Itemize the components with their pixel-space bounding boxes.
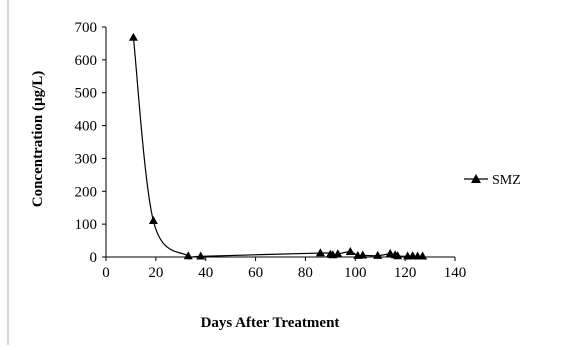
data-point-marker [345, 246, 355, 255]
data-point-marker [183, 251, 193, 260]
data-point-marker [148, 216, 158, 225]
legend: SMZ [464, 173, 521, 188]
y-axis-title: Concentration (µg/L) [30, 71, 46, 208]
data-point-marker [128, 32, 138, 41]
x-tick-labels: 0 20 40 60 80 100 120 140 [102, 265, 466, 281]
data-point-marker [333, 249, 343, 258]
y-tick-label: 600 [75, 53, 98, 69]
data-point-marker [315, 248, 325, 257]
y-tick-label: 700 [75, 20, 98, 36]
y-tick-labels: 0 100 200 300 400 500 600 700 [75, 20, 98, 266]
data-point-marker [196, 251, 206, 260]
y-tick-label: 200 [75, 184, 98, 200]
y-tick-label: 500 [75, 86, 98, 102]
x-tick-label: 60 [248, 265, 263, 281]
y-tick-label: 100 [75, 217, 98, 233]
data-point-marker [385, 248, 395, 257]
data-point-marker [418, 251, 428, 260]
data-point-marker [373, 250, 383, 259]
data-point-marker [393, 251, 403, 260]
data-point-marker [358, 250, 368, 259]
x-tick-label: 120 [394, 265, 417, 281]
y-tick-label: 0 [90, 250, 98, 266]
x-tick-label: 80 [298, 265, 313, 281]
x-tick-label: 0 [102, 265, 110, 281]
y-tick-label: 400 [75, 119, 98, 135]
x-tick-label: 40 [198, 265, 213, 281]
x-tick-label: 100 [344, 265, 367, 281]
series-line-smz [132, 37, 423, 260]
legend-marker-triangle [471, 174, 481, 183]
x-tick-label: 20 [148, 265, 163, 281]
x-tick-label: 140 [444, 265, 467, 281]
y-tick-label: 300 [75, 151, 98, 167]
legend-label-smz: SMZ [492, 173, 521, 188]
series-layer [128, 32, 428, 260]
x-axis-title: Days After Treatment [201, 315, 340, 331]
